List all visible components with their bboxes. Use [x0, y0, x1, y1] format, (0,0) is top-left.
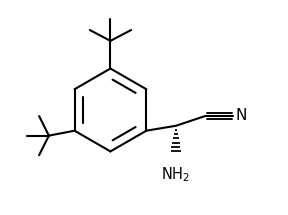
- Text: N: N: [235, 108, 247, 123]
- Text: NH$_2$: NH$_2$: [162, 165, 190, 184]
